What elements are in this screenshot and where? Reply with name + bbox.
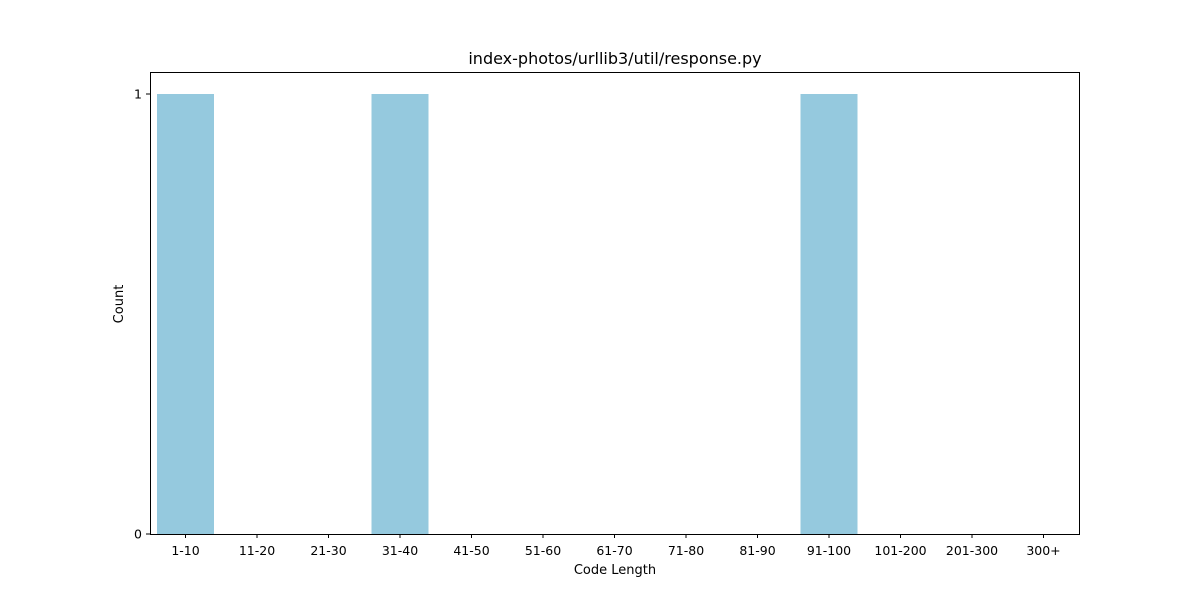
- x-tick-label: 81-90: [739, 543, 775, 558]
- x-tick-label: 201-300: [946, 543, 998, 558]
- x-tick-label: 31-40: [382, 543, 418, 558]
- x-tick-label: 11-20: [239, 543, 275, 558]
- chart-title: index-photos/urllib3/util/response.py: [468, 49, 761, 68]
- x-tick-label: 21-30: [310, 543, 346, 558]
- x-tick-label: 51-60: [525, 543, 561, 558]
- x-tick-label: 61-70: [596, 543, 632, 558]
- x-tick-label: 71-80: [668, 543, 704, 558]
- x-axis-ticks: 1-10 11-20 21-30 31-40 41-50 51-60 61-70 71-80 8…: [171, 534, 1061, 558]
- x-tick-label: 41-50: [453, 543, 489, 558]
- y-tick-label: 0: [134, 527, 142, 542]
- bar-91-100: [800, 94, 858, 534]
- x-tick-label: 300+: [1026, 543, 1060, 558]
- x-tick-label: 91-100: [807, 543, 851, 558]
- x-axis-label: Code Length: [574, 563, 656, 578]
- y-axis-ticks: 01: [134, 87, 150, 542]
- y-axis-label: Count: [112, 285, 127, 324]
- bar-1-10: [157, 94, 214, 534]
- bars-layer: [157, 94, 858, 534]
- bar-31-40: [371, 94, 429, 534]
- y-tick-label: 1: [134, 87, 142, 102]
- x-tick-label: 1-10: [171, 543, 199, 558]
- plot-frame: [150, 72, 1080, 535]
- x-tick-label: 101-200: [874, 543, 926, 558]
